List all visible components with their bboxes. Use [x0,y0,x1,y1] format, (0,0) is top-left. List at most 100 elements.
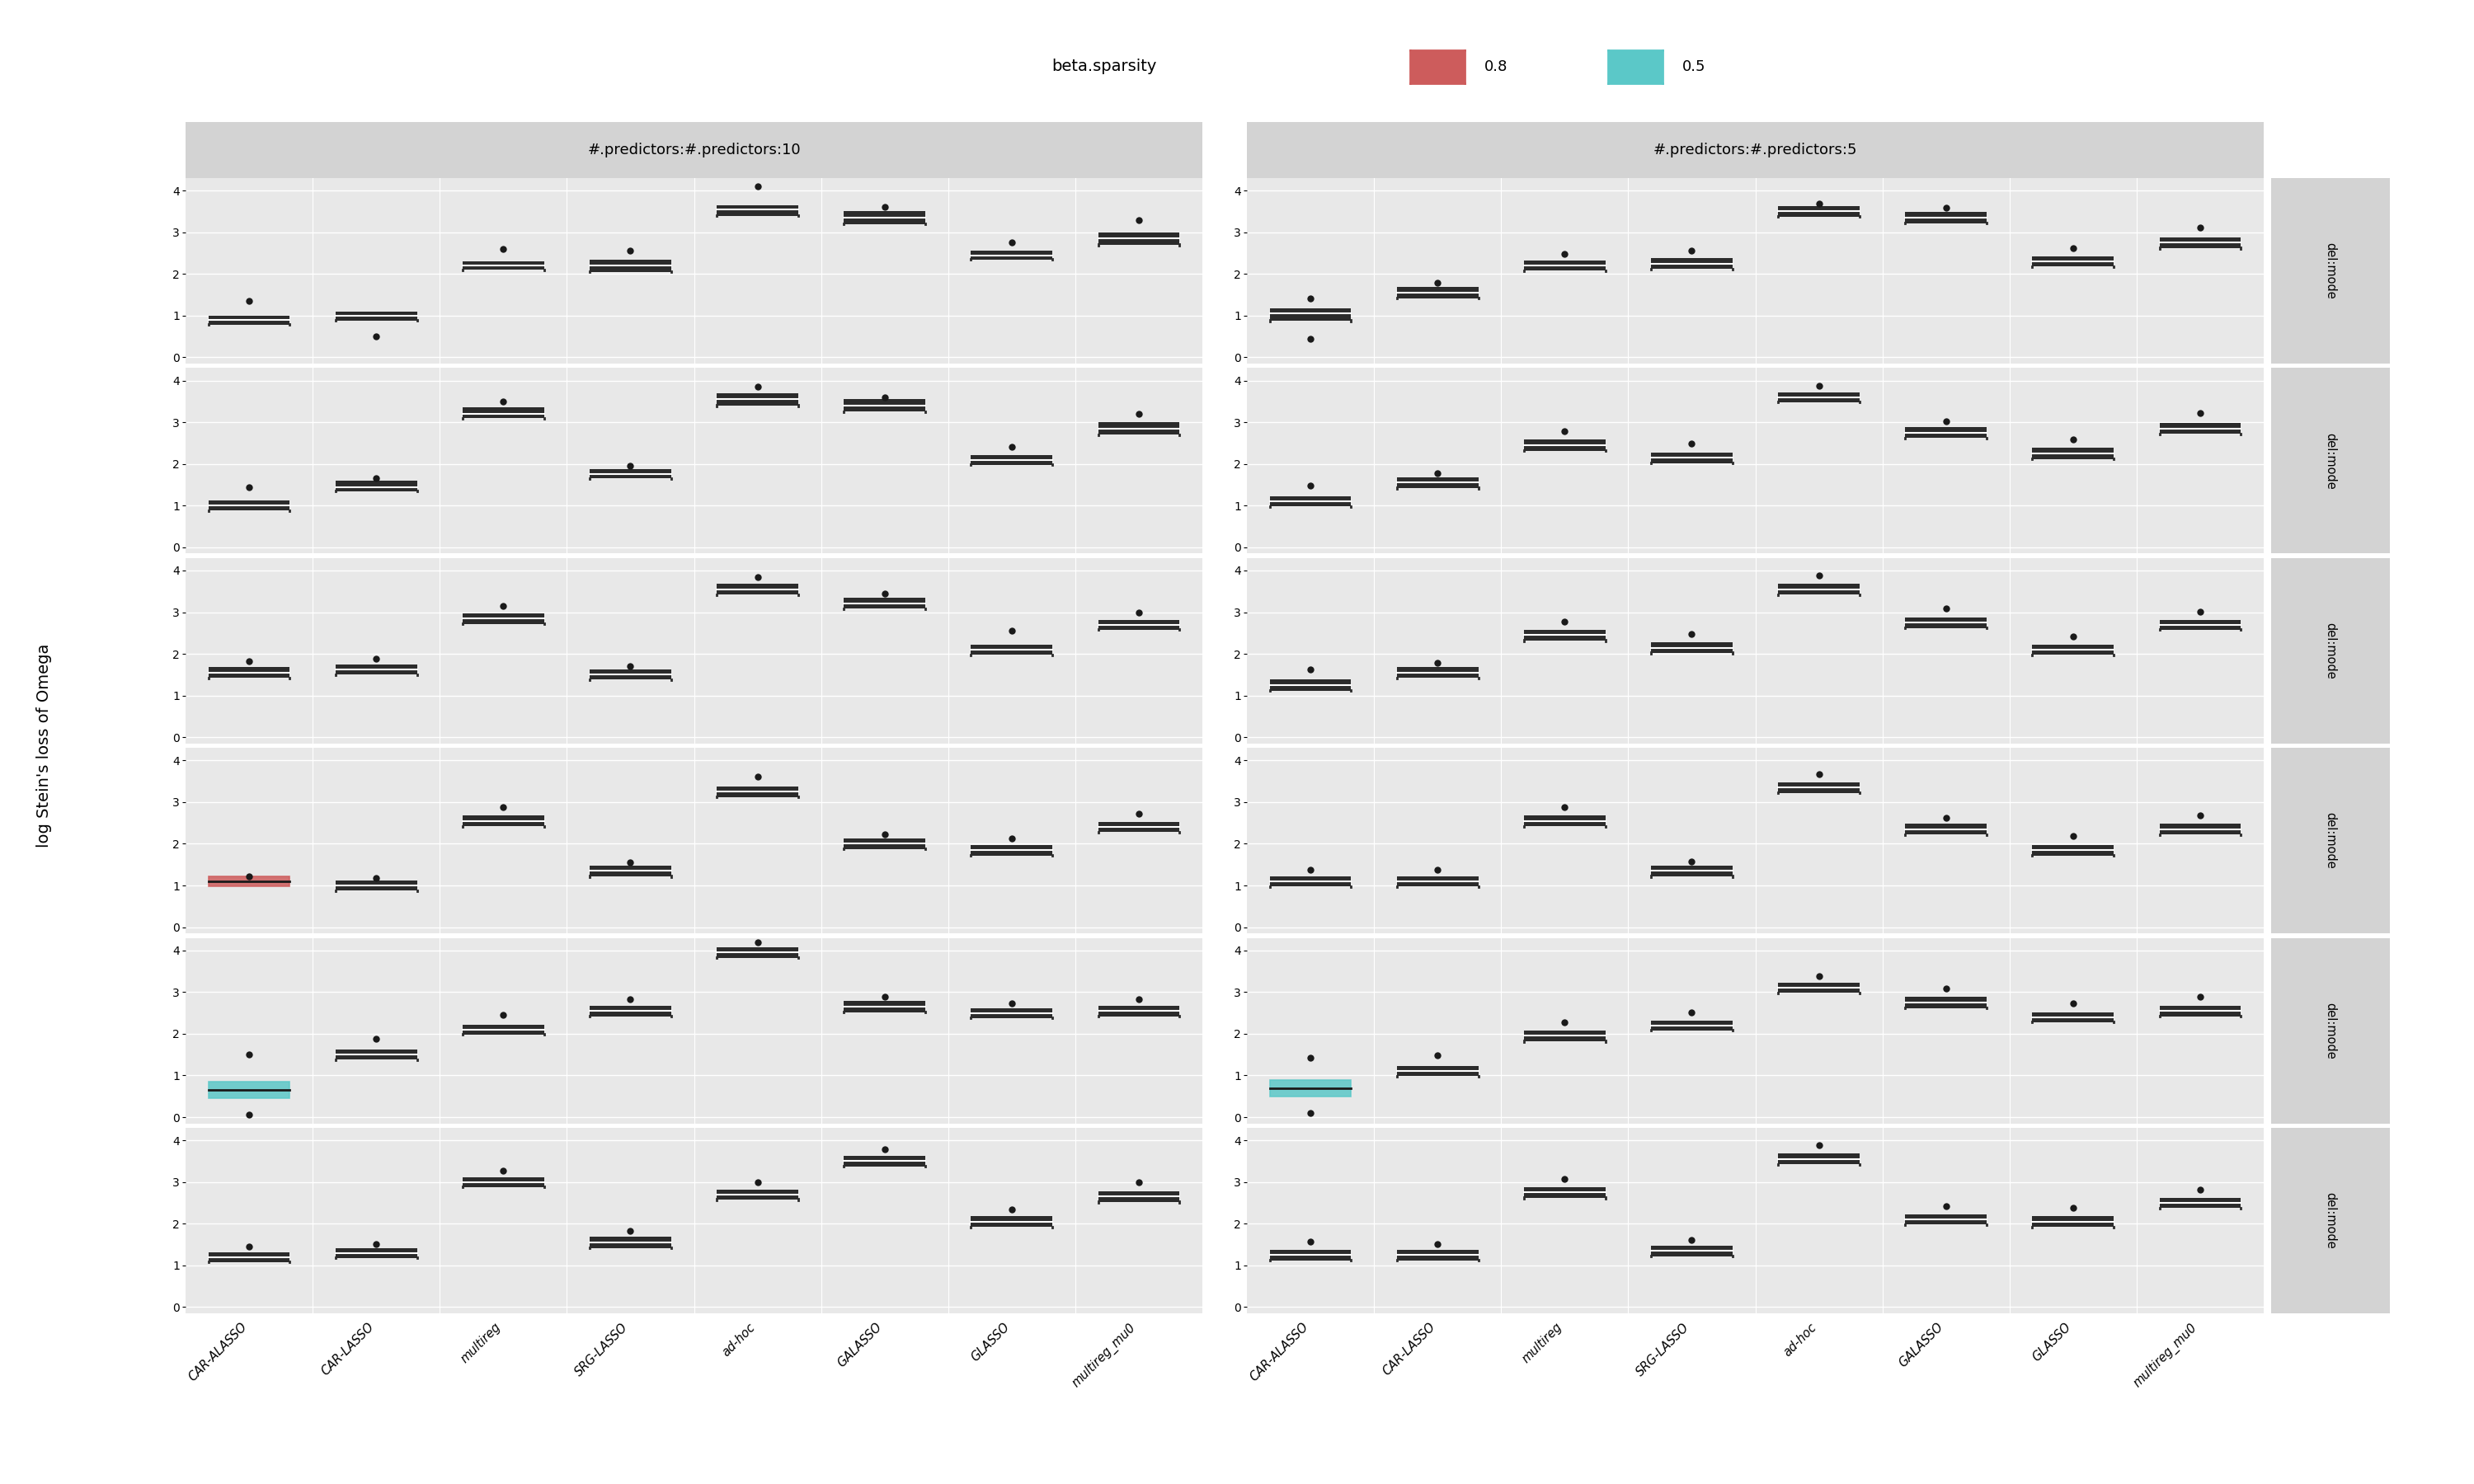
Bar [1524,816,1606,827]
Bar [2160,237,2241,248]
Bar [1098,1006,1180,1017]
Bar [1524,261,1606,270]
Text: del:mode: del:mode [2326,432,2335,490]
Bar [1650,453,1732,463]
Bar [1398,1250,1479,1260]
Bar [1269,497,1351,506]
Bar [2160,423,2241,433]
Bar [1098,423,1180,435]
Bar [2031,1217,2113,1227]
Bar [463,408,544,418]
Bar [208,500,289,510]
Bar [1779,782,1860,792]
Bar [844,1156,925,1166]
Bar [1650,1245,1732,1257]
Text: 0.8: 0.8 [1484,59,1507,74]
Bar [970,1217,1051,1227]
Bar [1269,309,1351,321]
Text: #.predictors:#.predictors:5: #.predictors:#.predictors:5 [1653,142,1858,157]
Bar [463,613,544,623]
Bar [208,316,289,325]
Bar [2160,1006,2241,1017]
Bar [1524,1187,1606,1198]
Bar [1779,1153,1860,1165]
Bar [1098,620,1180,629]
Bar [970,644,1051,654]
Bar [336,312,418,321]
Bar [336,481,418,491]
Bar [1905,617,1987,628]
Bar [1398,668,1479,678]
Bar [2031,448,2113,459]
Text: del:mode: del:mode [2326,1192,2335,1250]
Bar [1650,865,1732,877]
Text: log Stein's loss of Omega: log Stein's loss of Omega [37,644,52,847]
Bar [589,260,670,272]
Bar [589,1006,670,1017]
Bar [208,877,289,886]
Text: del:mode: del:mode [2326,812,2335,870]
Bar [1398,478,1479,488]
Bar [2031,257,2113,267]
Bar [717,393,799,405]
Bar [970,844,1051,855]
Bar [1905,427,1987,438]
Bar [463,1024,544,1034]
Bar [1905,997,1987,1008]
Bar [336,665,418,675]
Bar [844,1002,925,1012]
Bar [1905,824,1987,834]
Bar [1269,877,1351,886]
Bar [336,1248,418,1258]
Bar [1269,1080,1351,1097]
Bar [336,880,418,890]
Bar [717,947,799,957]
Bar [844,838,925,849]
Bar [844,399,925,411]
Bar [1524,439,1606,451]
Bar [208,668,289,678]
Bar [1650,1021,1732,1030]
Bar [1398,877,1479,886]
Bar [463,261,544,270]
Bar [844,598,925,608]
Bar [1779,392,1860,402]
Bar [589,669,670,680]
Bar [2031,1012,2113,1022]
Bar [1779,206,1860,217]
Bar [717,1190,799,1199]
Bar [1269,680,1351,690]
Bar [2160,824,2241,834]
Bar [1650,643,1732,653]
Bar [589,1238,670,1248]
Bar [589,469,670,478]
Bar [1905,212,1987,223]
Bar [1098,822,1180,833]
Bar [1098,233,1180,245]
Bar [589,865,670,877]
Bar [2160,620,2241,629]
Bar [1098,1192,1180,1202]
Bar [717,583,799,595]
Bar [970,454,1051,464]
Text: beta.sparsity: beta.sparsity [1051,59,1155,74]
Bar [1269,1250,1351,1260]
Bar [208,1082,289,1098]
Bar [1524,1030,1606,1042]
Bar [970,1008,1051,1018]
Bar [1398,1067,1479,1076]
Bar [1398,288,1479,298]
Bar [2160,1198,2241,1208]
Text: del:mode: del:mode [2326,242,2335,300]
Bar [1779,982,1860,993]
Bar [844,211,925,224]
Bar [717,205,799,215]
Bar [1524,629,1606,641]
Bar [717,787,799,797]
Text: 0.5: 0.5 [1682,59,1707,74]
Bar [1905,1214,1987,1224]
Bar [336,1049,418,1060]
Text: #.predictors:#.predictors:10: #.predictors:#.predictors:10 [586,142,802,157]
Bar [2031,644,2113,654]
Bar [463,1177,544,1187]
